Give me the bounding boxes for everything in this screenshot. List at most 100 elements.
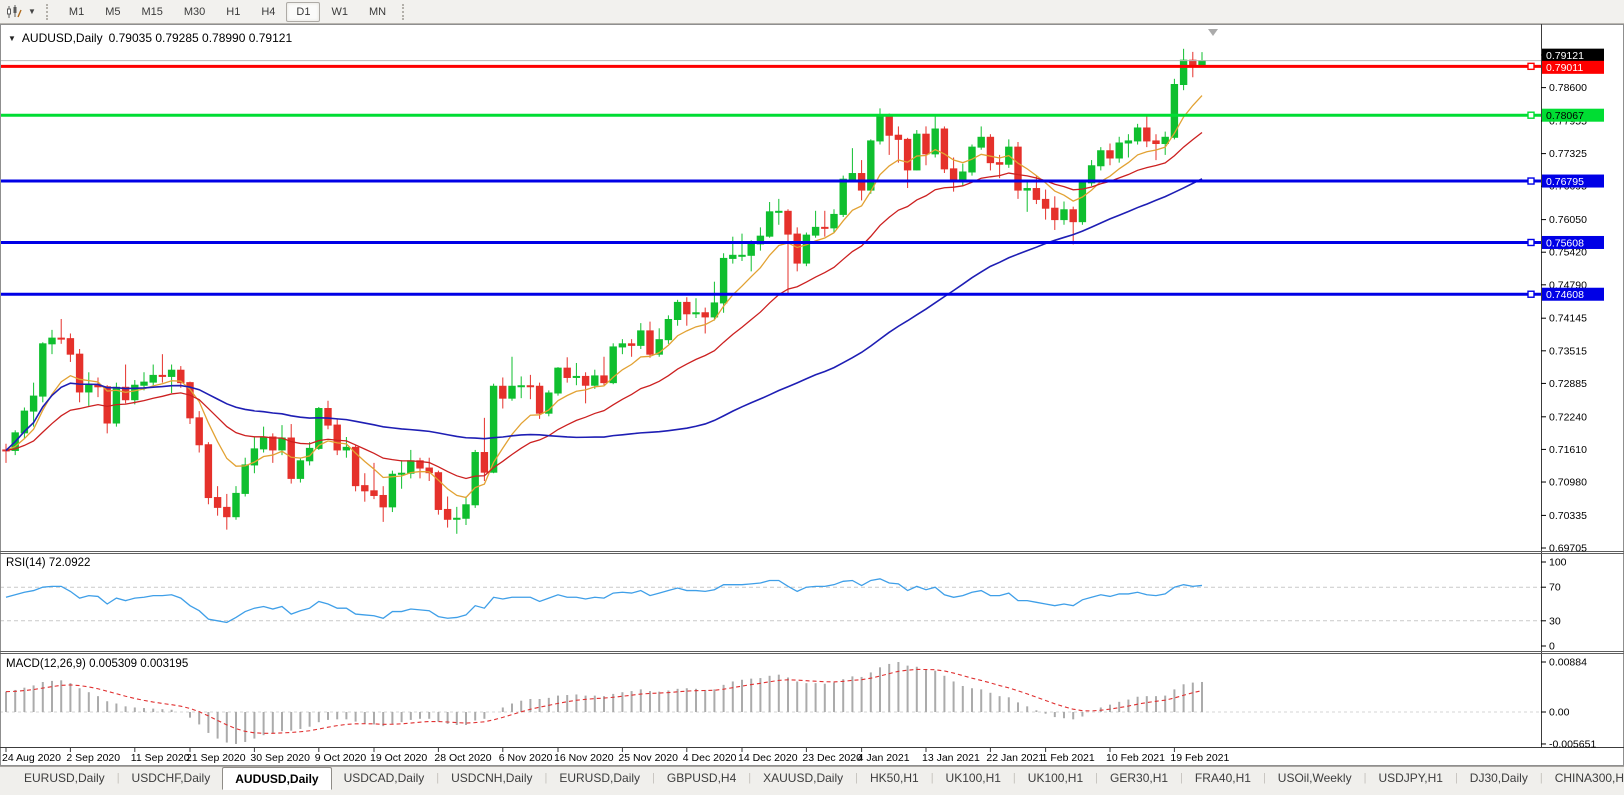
level-badge-0.76795: 0.76795: [1542, 174, 1604, 188]
candlestick-chart-icon[interactable]: [0, 4, 24, 20]
chart-tab-GER30-H1[interactable]: GER30,H1: [1110, 771, 1169, 785]
chart-tab-USDCHF-Daily[interactable]: USDCHF,Daily: [131, 771, 211, 785]
tab-separator: |: [1454, 772, 1458, 784]
svg-text:10 Feb 2021: 10 Feb 2021: [1106, 752, 1165, 764]
chart-tab-AUDUSD-Daily[interactable]: AUDUSD,Daily: [222, 767, 332, 790]
chart-tab-GBPUSD-H4[interactable]: GBPUSD,H4: [666, 771, 737, 785]
svg-text:21 Sep 2020: 21 Sep 2020: [186, 752, 246, 764]
timeframe-button-M30[interactable]: M30: [183, 5, 206, 18]
tab-separator: |: [855, 772, 858, 784]
level-line-0.78067[interactable]: [0, 111, 1541, 119]
svg-text:0.79011: 0.79011: [1546, 62, 1583, 74]
chart-tab-EURUSD-Daily[interactable]: EURUSD,Daily: [24, 771, 105, 785]
svg-text:0.76050: 0.76050: [1549, 214, 1587, 226]
svg-text:14 Dec 2020: 14 Dec 2020: [738, 752, 798, 764]
tab-separator: |: [1095, 772, 1099, 784]
timeframe-button-W1[interactable]: W1: [331, 5, 348, 18]
svg-text:0.76795: 0.76795: [1546, 176, 1584, 188]
timeframe-button-MN[interactable]: MN: [368, 5, 387, 18]
level-drag-handle: [1527, 111, 1535, 119]
svg-text:16 Nov 2020: 16 Nov 2020: [554, 752, 614, 764]
level-line-0.79011[interactable]: [0, 62, 1541, 71]
chart-title-row: ▼ AUDUSD,Daily 0.79035 0.79285 0.78990 0.7…: [8, 31, 292, 45]
current-price-badge: 0.79121: [1542, 48, 1604, 62]
svg-text:0.73515: 0.73515: [1549, 345, 1587, 357]
svg-text:0.69705: 0.69705: [1549, 543, 1587, 555]
chart-tab-DJ30-Daily[interactable]: DJ30,Daily: [1469, 771, 1528, 785]
tab-separator: |: [1262, 772, 1266, 784]
tab-separator: |: [1180, 772, 1183, 784]
svg-text:28 Oct 2020: 28 Oct 2020: [434, 752, 491, 764]
svg-text:0.75420: 0.75420: [1549, 247, 1587, 259]
timeframe-button-H1[interactable]: H1: [226, 5, 241, 18]
level-drag-handle: [1527, 177, 1535, 185]
svg-text:0.74608: 0.74608: [1546, 289, 1584, 301]
chart-tab-USDJPY-H1[interactable]: USDJPY,H1: [1378, 771, 1443, 785]
level-drag-handle: [1527, 290, 1535, 298]
chart-tab-FRA40-H1[interactable]: FRA40,H1: [1194, 771, 1251, 785]
top-toolbar: ▼ M1 M5 M15 M30 H1 H4 D1 W1 MN: [0, 0, 1624, 24]
svg-text:0.72240: 0.72240: [1549, 411, 1587, 423]
tab-separator: |: [1012, 772, 1016, 784]
timeframe-button-H4[interactable]: H4: [261, 5, 276, 18]
svg-text:6 Nov 2020: 6 Nov 2020: [499, 752, 553, 764]
rsi-panel: [0, 578, 1541, 624]
timeframe-button-M5[interactable]: M5: [105, 5, 121, 18]
svg-text:0: 0: [1549, 641, 1555, 653]
svg-text:24 Aug 2020: 24 Aug 2020: [2, 752, 61, 764]
timeframe-button-group: M1 M5 M15 M30 H1 H4 D1 W1 MN: [59, 1, 396, 22]
tab-separator: |: [930, 772, 934, 784]
chart-tab-XAUUSD-Daily[interactable]: XAUUSD,Daily: [763, 771, 844, 785]
svg-text:11 Sep 2020: 11 Sep 2020: [131, 752, 190, 764]
svg-text:13 Jan 2021: 13 Jan 2021: [922, 752, 980, 764]
chart-tab-USDCNH-Daily[interactable]: USDCNH,Daily: [451, 771, 533, 785]
svg-text:0.70980: 0.70980: [1549, 477, 1587, 489]
rsi-line: [5, 578, 1203, 624]
svg-text:0.71610: 0.71610: [1549, 444, 1587, 456]
svg-text:4 Jan 2021: 4 Jan 2021: [858, 752, 910, 764]
svg-text:25 Nov 2020: 25 Nov 2020: [618, 752, 678, 764]
svg-text:0.79121: 0.79121: [1546, 50, 1584, 62]
svg-text:19 Feb 2021: 19 Feb 2021: [1170, 752, 1229, 764]
level-line-0.75608[interactable]: [0, 238, 1541, 247]
timeframe-button-M15[interactable]: M15: [141, 5, 163, 18]
timeframe-button-D1[interactable]: D1: [286, 1, 321, 22]
tab-separator: |: [652, 772, 655, 784]
level-line-0.74608[interactable]: [0, 290, 1541, 298]
chart-tab-HK50-H1[interactable]: HK50,H1: [869, 771, 919, 785]
moving-average-medium-line: [5, 131, 1203, 480]
price-axis: 0.792300.786000.779550.773250.766950.760…: [1541, 50, 1596, 750]
svg-text:23 Dec 2020: 23 Dec 2020: [802, 752, 862, 764]
timeframe-button-M1[interactable]: M1: [68, 5, 85, 18]
toolbar-grip-end: [402, 3, 407, 20]
chart-tab-EURUSD-Daily[interactable]: EURUSD,Daily: [559, 771, 641, 785]
svg-text:0.77325: 0.77325: [1549, 148, 1587, 160]
level-badge-0.74608: 0.74608: [1542, 287, 1604, 301]
svg-text:30 Sep 2020: 30 Sep 2020: [250, 752, 310, 764]
chart-tabs: EURUSD,Daily | USDCHF,Daily AUDUSD,Daily USD…: [12, 767, 1624, 790]
chart-tab-UK100-H1[interactable]: UK100,H1: [945, 771, 1001, 785]
chart-tab-USDCAD-Daily[interactable]: USDCAD,Daily: [343, 771, 425, 785]
svg-text:100: 100: [1549, 557, 1567, 569]
level-line-0.76795[interactable]: [0, 177, 1541, 185]
collapse-triangle-icon[interactable]: ▼: [8, 34, 16, 43]
chart-tab-UK100-H1[interactable]: UK100,H1: [1027, 771, 1084, 785]
svg-text:1 Feb 2021: 1 Feb 2021: [1042, 752, 1095, 764]
svg-text:-0.005651: -0.005651: [1549, 738, 1596, 750]
svg-text:0.70335: 0.70335: [1549, 510, 1587, 522]
level-badge-0.78067: 0.78067: [1542, 108, 1604, 122]
svg-text:19 Oct 2020: 19 Oct 2020: [370, 752, 427, 764]
chart-tab-CHINA300-H1[interactable]: CHINA300,H1: [1554, 771, 1624, 785]
chart-tab-USOil-Weekly[interactable]: USOil,Weekly: [1277, 771, 1352, 785]
tab-separator: |: [1363, 772, 1367, 784]
tab-separator: |: [544, 772, 548, 784]
level-badge-0.75608: 0.75608: [1542, 235, 1604, 249]
chart-shift-marker-icon[interactable]: [1208, 29, 1218, 36]
chevron-down-icon[interactable]: ▼: [28, 7, 36, 16]
svg-text:70: 70: [1549, 582, 1561, 594]
tab-separator: |: [116, 772, 120, 784]
macd-signal-line: [5, 668, 1203, 734]
svg-text:0.74145: 0.74145: [1549, 313, 1587, 325]
